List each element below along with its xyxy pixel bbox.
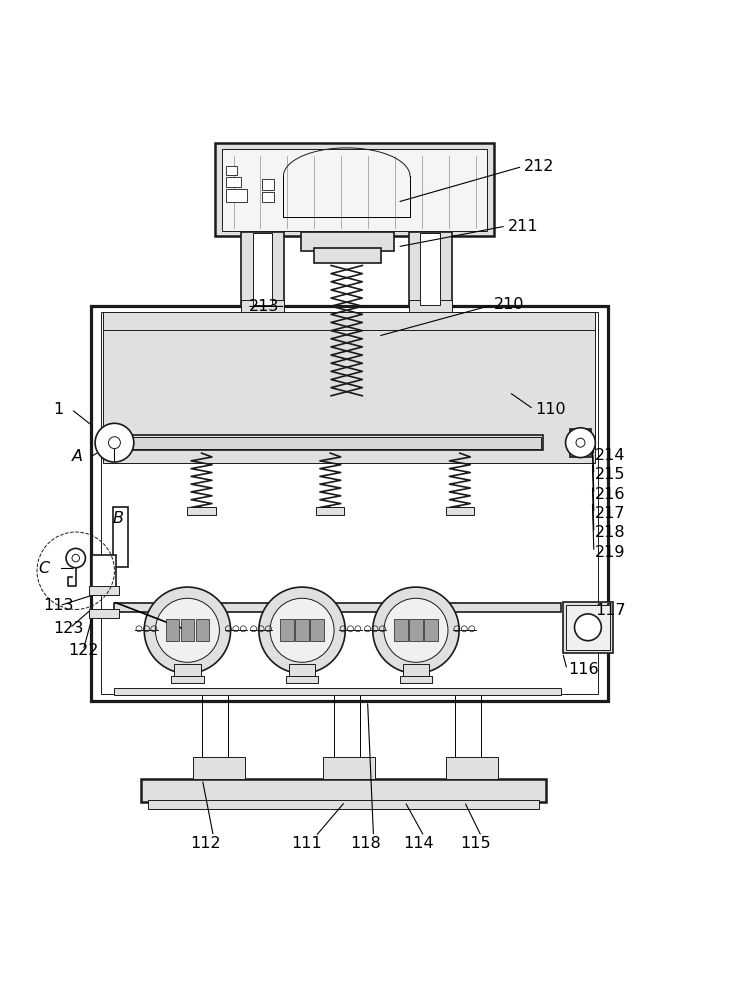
- Bar: [140, 779, 546, 802]
- Bar: [120, 437, 541, 449]
- Circle shape: [66, 548, 86, 568]
- Bar: [562, 602, 614, 653]
- Bar: [181, 619, 194, 641]
- Bar: [223, 149, 487, 231]
- Text: 219: 219: [596, 545, 626, 560]
- Bar: [171, 676, 204, 683]
- Bar: [226, 177, 241, 187]
- Bar: [241, 232, 284, 306]
- Bar: [188, 507, 216, 515]
- Bar: [89, 586, 119, 595]
- Text: 118: 118: [351, 836, 382, 851]
- Circle shape: [373, 587, 459, 673]
- Text: 217: 217: [596, 506, 626, 521]
- Bar: [446, 757, 498, 779]
- Bar: [253, 233, 272, 305]
- Bar: [215, 143, 494, 236]
- Bar: [92, 555, 116, 591]
- Text: 117: 117: [596, 603, 626, 618]
- Text: 210: 210: [494, 297, 524, 312]
- Bar: [241, 300, 284, 314]
- Bar: [424, 619, 437, 641]
- Bar: [409, 232, 452, 306]
- Text: 214: 214: [596, 448, 626, 463]
- Bar: [403, 664, 429, 677]
- Bar: [115, 688, 561, 695]
- Bar: [226, 189, 247, 202]
- Text: 111: 111: [291, 836, 322, 851]
- Text: 1: 1: [53, 402, 64, 417]
- Circle shape: [270, 598, 334, 662]
- Text: 215: 215: [596, 467, 626, 482]
- Bar: [394, 619, 408, 641]
- Text: B: B: [112, 511, 124, 526]
- Bar: [118, 435, 542, 450]
- Bar: [289, 664, 316, 677]
- Text: 123: 123: [53, 621, 84, 636]
- Bar: [310, 619, 324, 641]
- Bar: [316, 507, 344, 515]
- Circle shape: [72, 554, 80, 562]
- Circle shape: [155, 598, 220, 662]
- Text: 213: 213: [248, 299, 279, 314]
- Circle shape: [259, 587, 345, 673]
- Bar: [410, 619, 423, 641]
- Circle shape: [566, 428, 596, 458]
- Bar: [301, 232, 394, 251]
- Bar: [148, 800, 538, 809]
- Bar: [166, 619, 179, 641]
- Text: 116: 116: [568, 662, 599, 677]
- Bar: [196, 619, 209, 641]
- Bar: [570, 429, 591, 457]
- Bar: [400, 676, 432, 683]
- Bar: [89, 609, 119, 618]
- Bar: [323, 757, 375, 779]
- Bar: [446, 507, 474, 515]
- Text: 211: 211: [508, 219, 538, 234]
- Circle shape: [144, 587, 230, 673]
- Text: 113: 113: [44, 598, 74, 613]
- Bar: [421, 233, 440, 305]
- Bar: [226, 166, 236, 175]
- Bar: [314, 248, 381, 263]
- Text: 218: 218: [596, 525, 626, 540]
- Bar: [103, 429, 124, 457]
- Bar: [174, 664, 201, 677]
- Text: C: C: [38, 561, 50, 576]
- Bar: [101, 312, 598, 694]
- Text: 110: 110: [535, 402, 566, 417]
- Circle shape: [95, 423, 134, 462]
- Bar: [409, 300, 452, 314]
- Circle shape: [576, 438, 585, 447]
- Bar: [296, 619, 309, 641]
- Bar: [286, 676, 319, 683]
- Bar: [566, 605, 610, 650]
- Bar: [104, 312, 595, 330]
- Bar: [113, 507, 128, 567]
- Text: A: A: [72, 449, 82, 464]
- Bar: [103, 323, 596, 463]
- Bar: [280, 619, 294, 641]
- Bar: [193, 757, 244, 779]
- Text: 212: 212: [524, 159, 554, 174]
- Text: 115: 115: [460, 836, 490, 851]
- Bar: [115, 603, 561, 612]
- Bar: [262, 179, 274, 190]
- Circle shape: [384, 598, 448, 662]
- Circle shape: [109, 437, 121, 449]
- Text: 216: 216: [596, 487, 626, 502]
- Text: 112: 112: [190, 836, 220, 851]
- Circle shape: [574, 614, 602, 641]
- Bar: [91, 306, 608, 701]
- Text: 114: 114: [403, 836, 433, 851]
- Bar: [262, 192, 274, 202]
- Text: 122: 122: [68, 643, 99, 658]
